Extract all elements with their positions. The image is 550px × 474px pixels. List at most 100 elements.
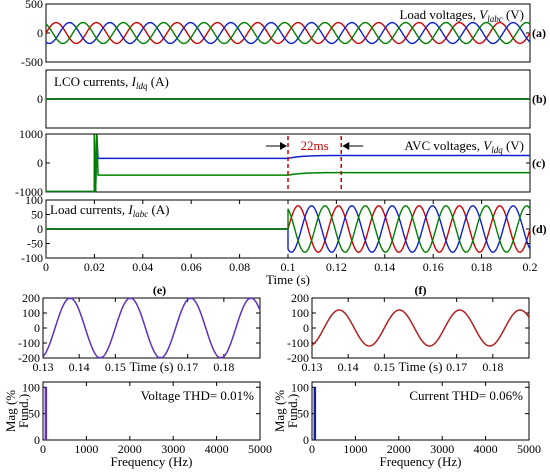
xtick-label-f: 0.17 [446, 360, 467, 374]
xtick-label-g: 5000 [248, 442, 272, 456]
ytick-label-a: 0 [37, 26, 43, 40]
xtick-label-d: 0.2 [523, 260, 538, 274]
panel-label-a: (a) [532, 26, 546, 40]
y-axis-label-line-g: Fund.) [16, 394, 31, 428]
series-line-c [46, 134, 530, 193]
ytick-label-f: -100 [287, 336, 309, 350]
panel-title-part-b: LCO currents, [54, 74, 132, 89]
ytick-label-d: 0 [37, 222, 43, 236]
y-axis-label-g: Mag (%Fund.) [3, 390, 31, 432]
panel-title-part-c: V [483, 138, 493, 153]
x-axis-label-g: Frequency (Hz) [111, 454, 193, 469]
ytick-label-e: 0 [34, 321, 40, 335]
xtick-label-d: 0.1 [281, 260, 296, 274]
ytick-label-e: 200 [22, 291, 40, 305]
panel-title-part-b: I [131, 74, 137, 89]
xtick-label-g: 0 [40, 442, 46, 456]
x-axis-label-f: Time (s) [399, 359, 443, 374]
xtick-label-d: 0.14 [374, 260, 395, 274]
xtick-label-h: 4000 [474, 442, 498, 456]
panel-title-part-d: (A) [148, 202, 169, 217]
y-axis-label-line-g: Mag (% [3, 390, 18, 432]
x-axis-label-d: Time (s) [266, 272, 310, 287]
ytick-label-c: 0 [37, 156, 43, 170]
panel-title-part-a: V [479, 7, 489, 22]
panel-title-part-a: (V) [503, 7, 524, 22]
annotation-arrowhead-c [342, 142, 350, 150]
series-line-f [311, 309, 530, 347]
ytick-label-d: -100 [21, 251, 43, 265]
ytick-label-d: 50 [31, 208, 43, 222]
ytick-label-e: -100 [18, 336, 40, 350]
panel-title-part-a: Load voltages, [399, 7, 479, 22]
xtick-label-g: 1000 [74, 442, 98, 456]
ytick-label-b: 0 [37, 92, 43, 106]
ytick-label-a: -500 [21, 55, 43, 69]
xtick-label-g: 3000 [161, 442, 185, 456]
xtick-label-f: 0.15 [374, 360, 395, 374]
xtick-label-h: 2000 [387, 442, 411, 456]
plot-frame-g [42, 381, 261, 441]
panel-title-part-c: ldq [491, 145, 503, 155]
y-axis-label-line-h: Mag (% [272, 390, 287, 432]
xtick-label-g: 2000 [118, 442, 142, 456]
xtick-label-d: 0.18 [471, 260, 492, 274]
ytick-label-f: 0 [303, 321, 309, 335]
xtick-label-d: 0.06 [181, 260, 202, 274]
ytick-label-h: 50 [297, 407, 309, 421]
xtick-label-f: 0.14 [338, 360, 359, 374]
xtick-label-d: 0 [43, 260, 49, 274]
series-line-a [45, 21, 531, 45]
panel-title-part-c: AVC voltages, [404, 138, 483, 153]
panel-title-part-b: (A) [147, 74, 168, 89]
series-line-d [46, 205, 531, 253]
xtick-label-d: 0.04 [132, 260, 153, 274]
annotation-arrowhead-c [280, 142, 287, 150]
ytick-label-e: 100 [22, 306, 40, 320]
plot-frame-e [42, 297, 261, 359]
thd-annotation-g: Voltage THD= 0.01% [141, 388, 255, 403]
xtick-label-h: 3000 [430, 442, 454, 456]
ytick-label-f: -200 [287, 351, 309, 365]
xtick-label-e: 0.13 [33, 360, 54, 374]
xtick-label-h: 1000 [343, 442, 367, 456]
panel-title-d: Load currents, Ilabc (A) [50, 202, 169, 219]
series-line-d [46, 205, 531, 253]
xtick-label-d: 0.08 [229, 260, 250, 274]
xtick-label-e: 0.15 [105, 360, 126, 374]
panel-title-c: AVC voltages, Vldq (V) [404, 138, 524, 155]
xtick-label-f: 0.13 [302, 360, 323, 374]
panel-title-part-d: labc [133, 209, 149, 219]
spectrum-bar-h [313, 387, 317, 440]
annotation-text-c: 22ms [301, 138, 329, 153]
xtick-label-d: 0.16 [423, 260, 444, 274]
panel-label-e: (e) [153, 283, 166, 297]
series-line-e [42, 297, 261, 359]
ytick-label-f: 100 [291, 306, 309, 320]
ytick-label-c: -1000 [15, 185, 43, 199]
thd-annotation-h: Current THD= 0.06% [409, 388, 523, 403]
y-axis-label-h: Mag (%Fund.) [272, 390, 300, 432]
plot-frame-h [311, 381, 530, 441]
x-axis-label-h: Frequency (Hz) [380, 454, 462, 469]
xtick-label-h: 0 [309, 442, 315, 456]
xtick-label-e: 0.18 [213, 360, 234, 374]
ytick-label-h: 100 [291, 380, 309, 394]
ytick-label-g: 50 [28, 407, 40, 421]
x-axis-label-e: Time (s) [130, 359, 174, 374]
panel-title-part-d: I [127, 202, 133, 217]
panel-title-part-a: labc [487, 14, 503, 24]
panel-label-d: (d) [532, 222, 547, 236]
plot-frame-f [311, 297, 530, 359]
panel-label-f: (f) [415, 283, 427, 297]
xtick-label-e: 0.17 [177, 360, 198, 374]
panel-label-b: (b) [532, 92, 547, 106]
ytick-label-g: 100 [22, 380, 40, 394]
ytick-label-c: 1000 [19, 127, 43, 141]
spectrum-bar-g [44, 387, 48, 440]
series-line-a [45, 21, 531, 45]
xtick-label-d: 0.02 [84, 260, 105, 274]
ytick-label-a: 500 [25, 0, 43, 11]
series-line-a [45, 21, 531, 45]
